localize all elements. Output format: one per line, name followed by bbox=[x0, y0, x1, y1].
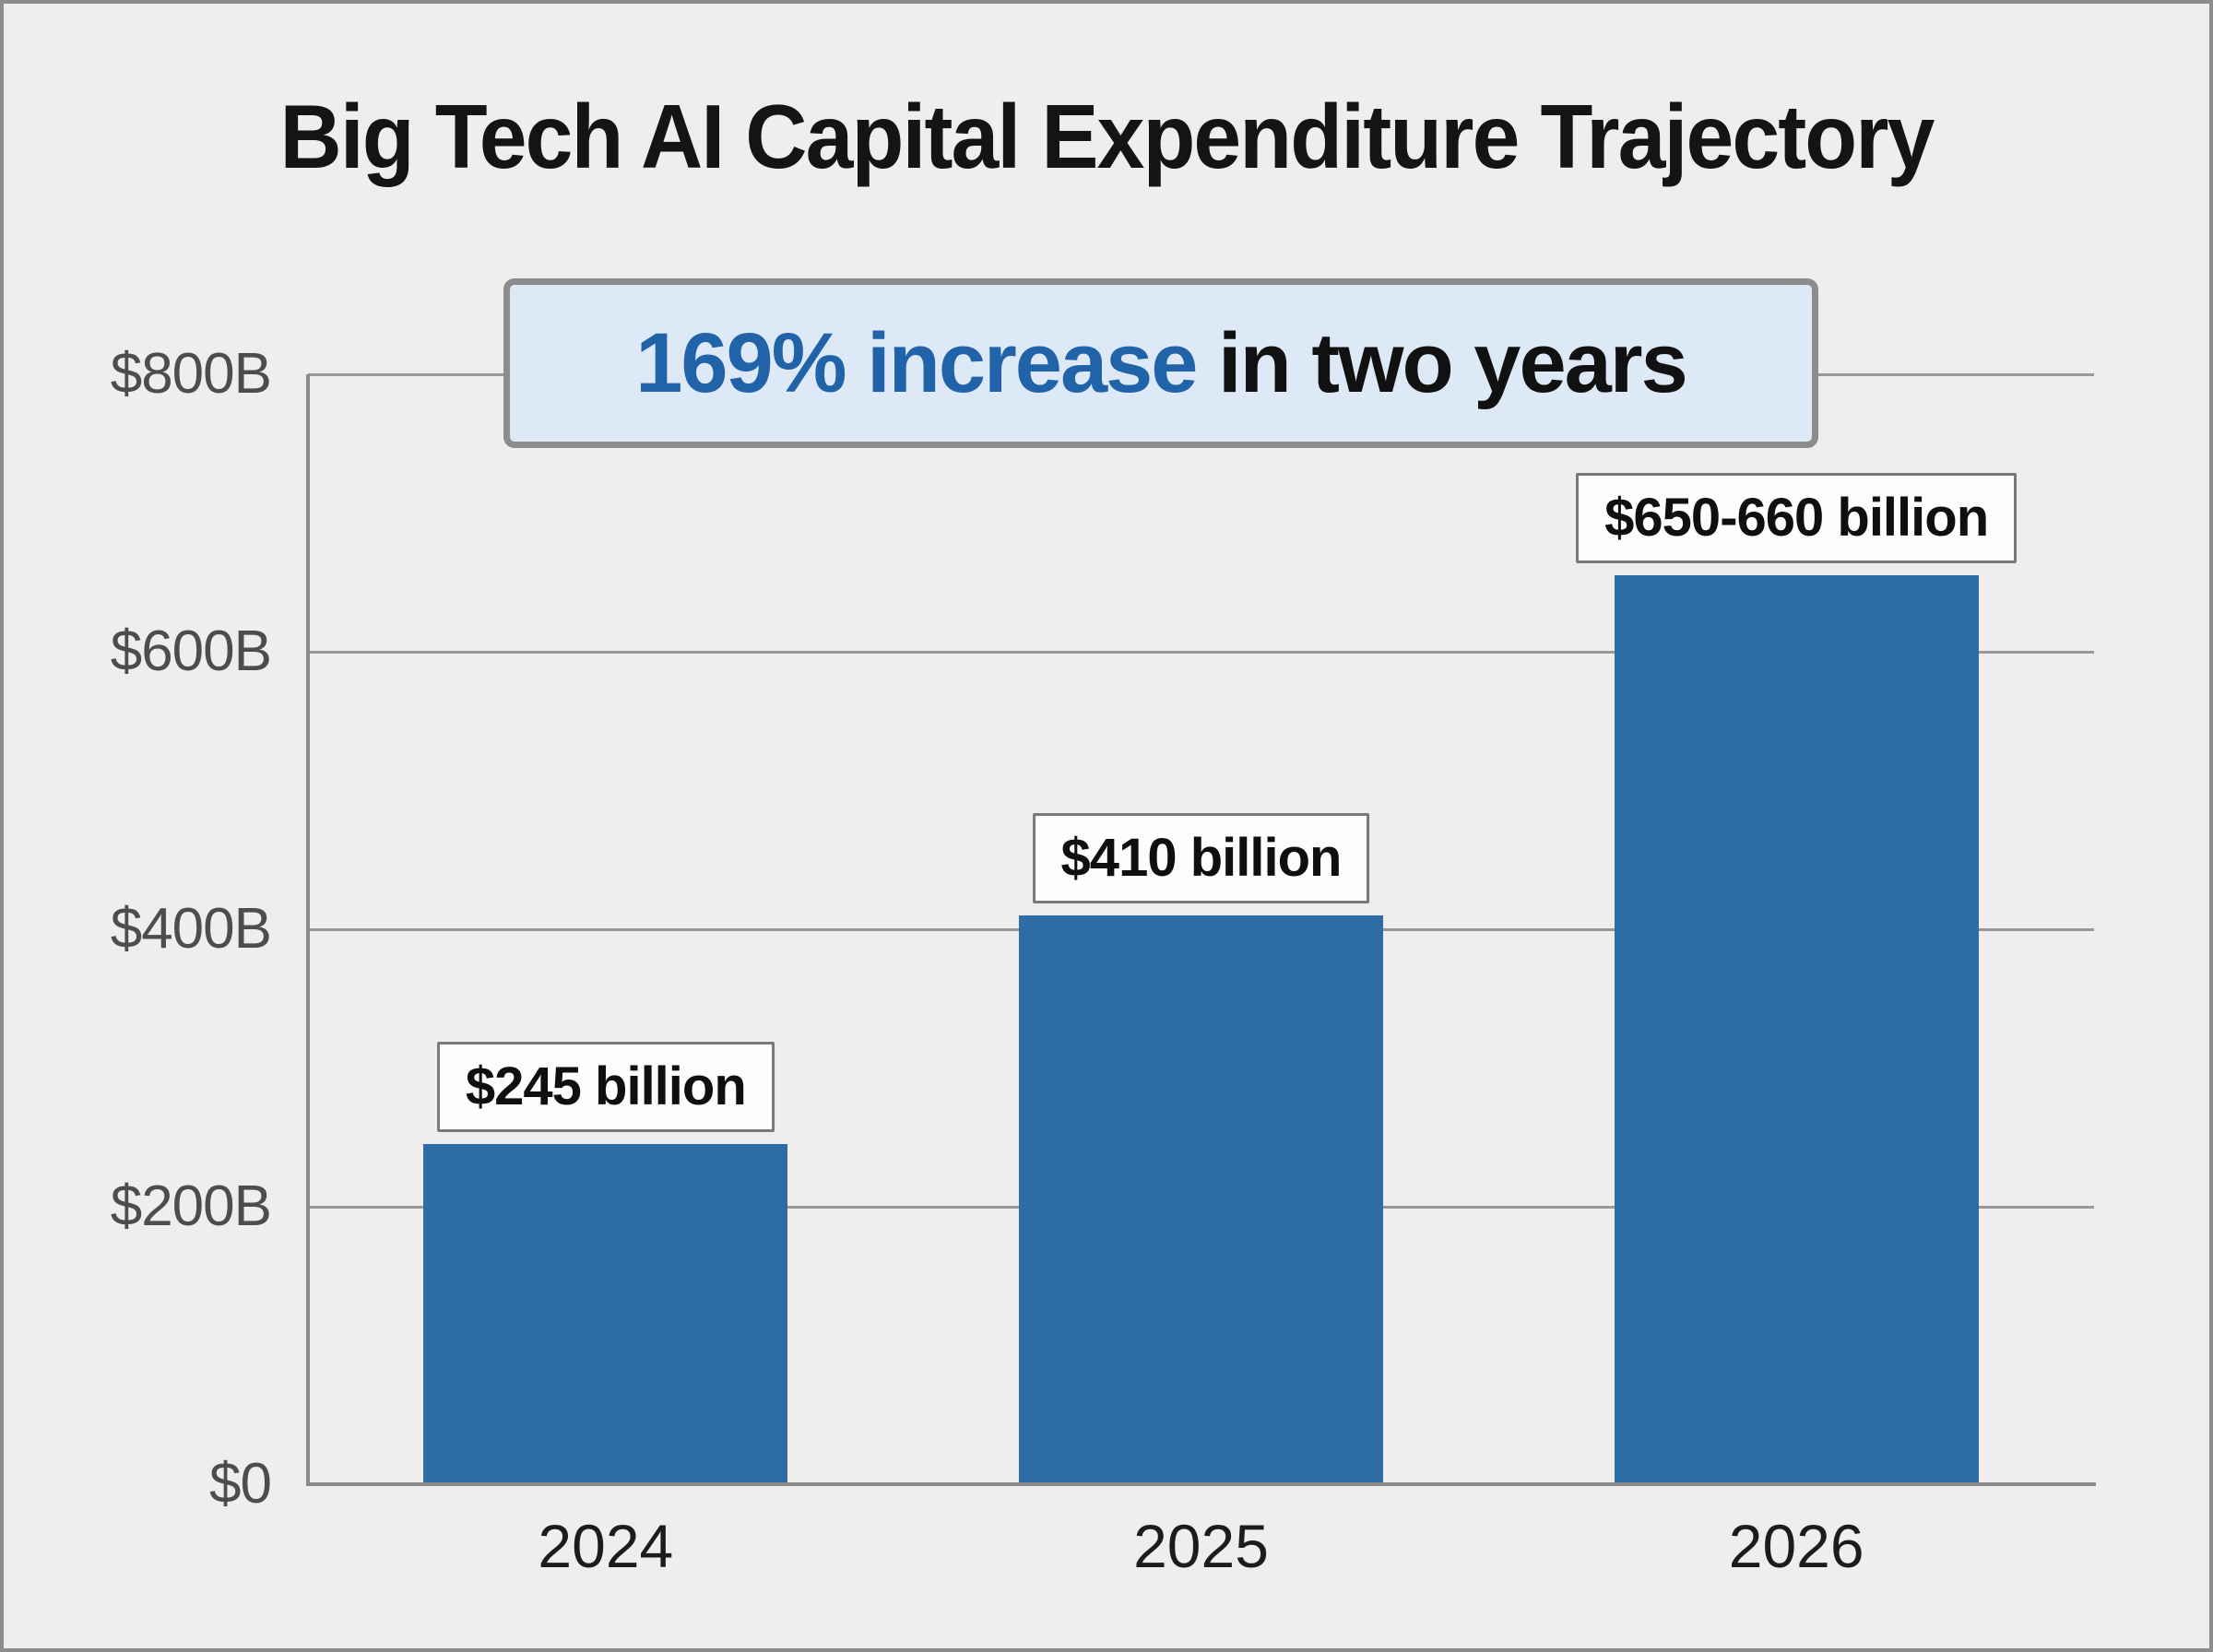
y-tick-label: $200B bbox=[110, 1174, 272, 1238]
annotation-box: 169% increase in two years bbox=[503, 278, 1818, 448]
y-tick-label: $600B bbox=[110, 620, 272, 683]
x-tick-label-2026: 2026 bbox=[1728, 1512, 1864, 1580]
chart-title: Big Tech AI Capital Expenditure Trajecto… bbox=[279, 86, 1935, 187]
y-axis-spine bbox=[306, 374, 310, 1484]
bar-value-label-2026: $650-660 billion bbox=[1576, 472, 2018, 563]
annotation-rest-text: in two years bbox=[1196, 315, 1688, 410]
y-tick-label: $400B bbox=[110, 897, 272, 961]
annotation-highlight-text: 169% increase bbox=[635, 315, 1198, 410]
bar-value-label-2025: $410 billion bbox=[1032, 812, 1370, 903]
y-tick-label: $800B bbox=[110, 342, 272, 406]
plot-area: $245 billion $410 billion $650-660 billion bbox=[306, 373, 2096, 1486]
x-tick-label-2025: 2025 bbox=[1133, 1512, 1269, 1580]
x-axis-spine bbox=[306, 1482, 2096, 1486]
gridline-600b bbox=[308, 651, 2094, 654]
bar-2025 bbox=[1019, 915, 1383, 1484]
bar-2026 bbox=[1614, 575, 1979, 1484]
x-tick-label-2024: 2024 bbox=[538, 1512, 674, 1580]
bar-value-label-2024: $245 billion bbox=[436, 1041, 775, 1132]
bar-2024 bbox=[423, 1144, 788, 1484]
y-tick-label: $0 bbox=[209, 1452, 272, 1516]
